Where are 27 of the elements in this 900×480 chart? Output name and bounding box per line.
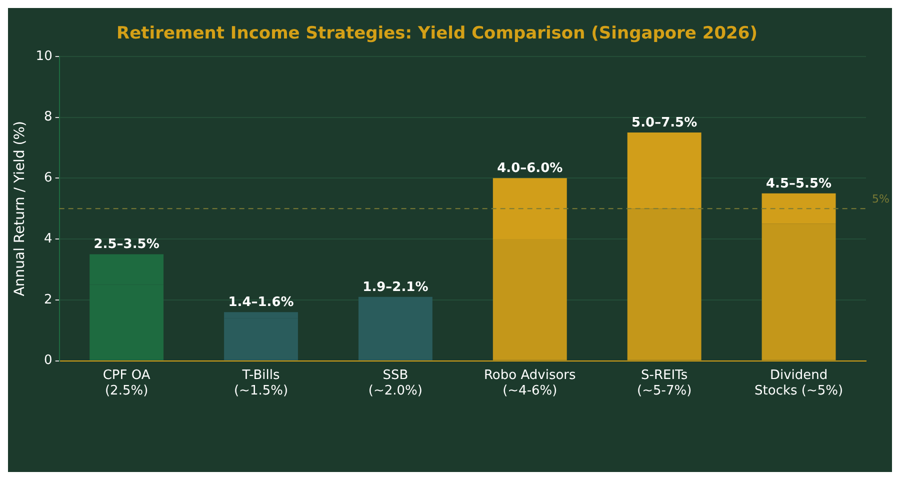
x-tick-label: T-Bills (~1.5%) — [234, 368, 288, 399]
chart-title: Retirement Income Strategies: Yield Comparison (Singapore 2026) — [116, 24, 758, 44]
x-tick-label: Dividend Stocks (~5%) — [754, 368, 844, 399]
x-tick-label: Robo Advisors (~4-6%) — [484, 368, 576, 399]
x-tick-label: CPF OA (2.5%) — [102, 368, 150, 399]
bar — [492, 178, 567, 240]
x-tick-label: SSB (~2.0%) — [368, 368, 422, 399]
y-tick-label: 0 — [44, 353, 52, 368]
bar — [627, 132, 702, 209]
y-tick-label: 4 — [44, 231, 52, 246]
y-tick-label: 10 — [36, 48, 52, 64]
bar — [762, 193, 836, 224]
total-label: 2.5–3.5% — [94, 237, 160, 252]
y-tick-label: 6 — [44, 170, 52, 186]
total-label: 4.0–6.0% — [497, 161, 563, 176]
total-label: 1.9–2.1% — [362, 280, 428, 295]
y-tick-label: 8 — [44, 110, 52, 125]
y-axis-title: Annual Return / Yield (%) — [12, 121, 28, 296]
ref-line-label: 5% — [872, 192, 890, 206]
x-tick-label: S-REITs (~5-7%) — [637, 368, 692, 399]
bar — [492, 239, 567, 360]
bar — [762, 224, 836, 360]
total-label: 1.4–1.6% — [228, 294, 294, 310]
total-label: 4.5–5.5% — [766, 176, 832, 192]
total-label: 5.0–7.5% — [632, 115, 698, 130]
bar — [627, 208, 702, 360]
y-tick-label: 2 — [44, 292, 52, 308]
